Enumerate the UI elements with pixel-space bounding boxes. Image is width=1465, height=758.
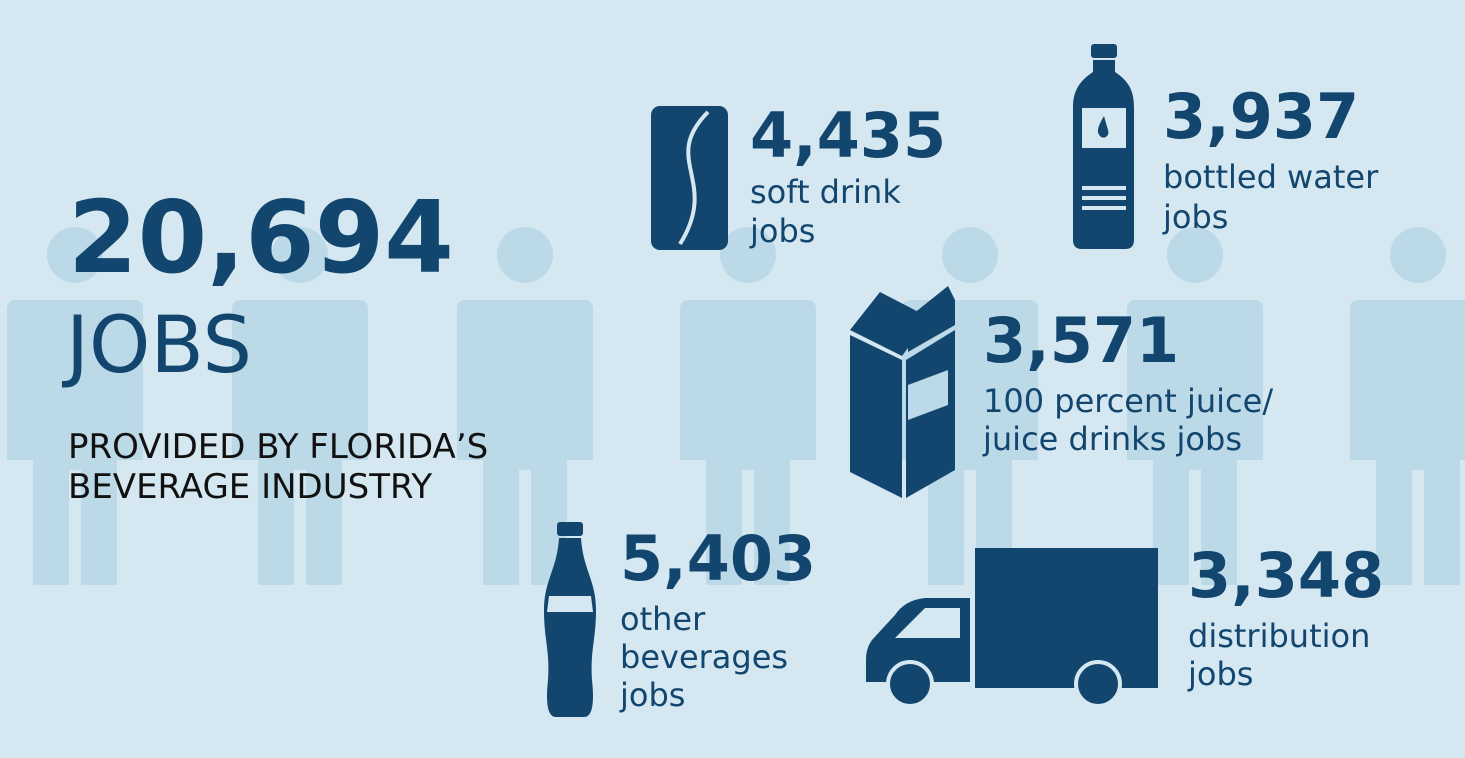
item-label: beverages xyxy=(620,638,788,676)
item-label: jobs xyxy=(619,676,685,714)
can-icon xyxy=(651,106,728,250)
item-label: jobs xyxy=(1162,198,1228,236)
item-label: soft drink xyxy=(750,173,901,211)
person-body xyxy=(457,300,593,585)
item-label: bottled water xyxy=(1163,158,1379,196)
truck-icon xyxy=(866,548,1158,708)
item-label: jobs xyxy=(1187,655,1253,693)
item-number: 4,435 xyxy=(750,99,946,172)
soda-bottle-icon xyxy=(544,522,596,717)
item-label: distribution xyxy=(1188,617,1370,655)
headline-label: JOBS xyxy=(61,301,252,391)
item-number: 3,571 xyxy=(983,304,1179,377)
person-body xyxy=(7,300,143,585)
item-label: juice drinks jobs xyxy=(982,420,1242,458)
item-label: 100 percent juice/ xyxy=(983,382,1273,420)
person-head xyxy=(47,227,103,283)
water-bottle-icon xyxy=(1073,44,1134,249)
headline-number: 20,694 xyxy=(68,179,454,296)
headline-subtitle: PROVIDED BY FLORIDA’S xyxy=(68,427,488,467)
person-head xyxy=(942,227,998,283)
person-head xyxy=(720,227,776,283)
person-body xyxy=(1127,300,1263,585)
item-number: 5,403 xyxy=(620,522,816,595)
headline-subtitle: BEVERAGE INDUSTRY xyxy=(68,467,432,507)
item-number: 3,348 xyxy=(1188,539,1384,612)
person-body xyxy=(680,300,816,585)
person-head xyxy=(1167,227,1223,283)
juice-carton-icon xyxy=(850,286,955,498)
person-head xyxy=(1390,227,1446,283)
people-silhouettes xyxy=(7,227,1465,585)
item-label: jobs xyxy=(749,212,815,250)
item-number: 3,937 xyxy=(1163,80,1359,153)
person-body xyxy=(232,300,368,585)
person-head xyxy=(497,227,553,283)
person-head xyxy=(272,227,328,283)
person-body xyxy=(1350,300,1465,585)
item-label: other xyxy=(620,600,706,638)
